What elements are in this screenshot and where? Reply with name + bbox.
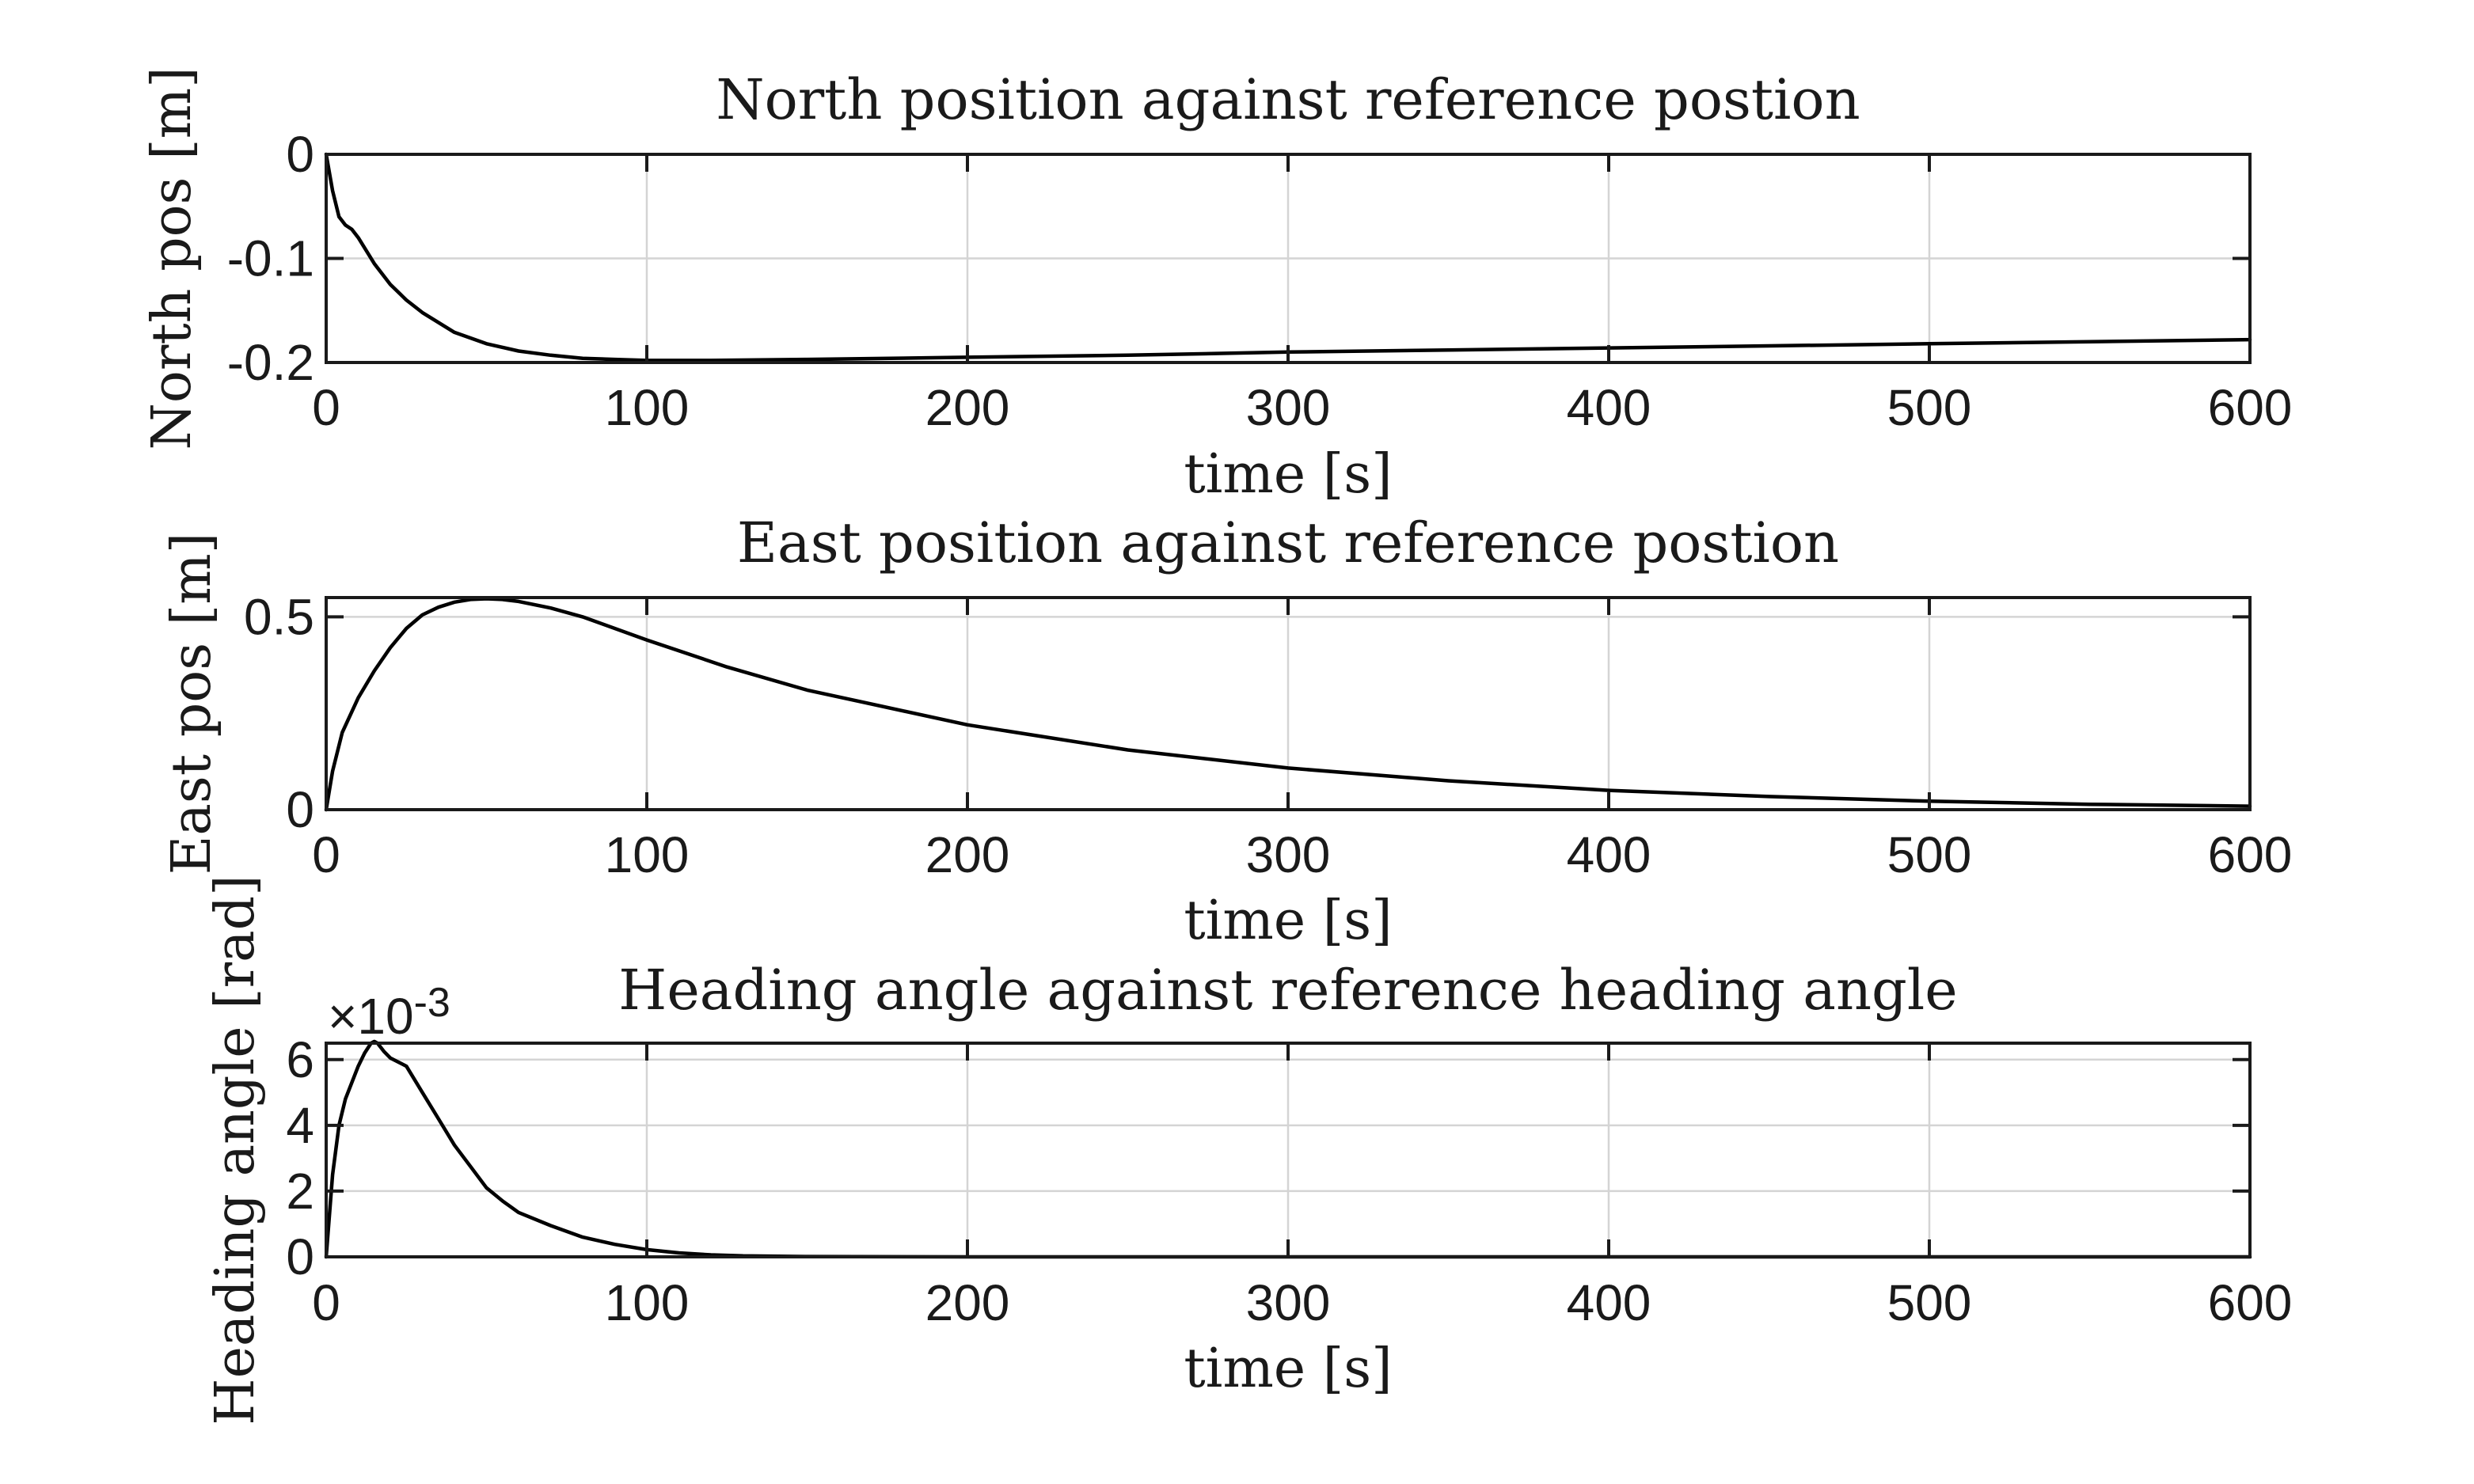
x-tick-label: 600: [2208, 1274, 2293, 1331]
x-tick-label: 300: [1246, 379, 1331, 436]
series-line: [324, 152, 2252, 362]
subplot-3: 0 100 200 300 400 500 600 0 2 4 6×10-3 Heading angl…: [204, 875, 2292, 1425]
y-tick-label: 0: [286, 1228, 314, 1285]
x-tick-label: 300: [1246, 1274, 1331, 1331]
y-tick-label: 0: [286, 126, 314, 183]
y-tick-label: 2: [286, 1163, 314, 1220]
y-exponent-label: ×10-3: [328, 980, 450, 1045]
x-tick-label: 400: [1567, 379, 1651, 436]
y-axis-label: North pos [m]: [141, 66, 203, 450]
y-tick-label: 6: [286, 1031, 314, 1088]
y-exponent-power: -3: [414, 980, 450, 1026]
y-tick-label: -0.2: [227, 334, 314, 391]
x-tick-label: 300: [1246, 826, 1331, 883]
x-tick-label: 500: [1887, 1274, 1972, 1331]
y-tick-label: 0.5: [244, 588, 314, 645]
x-tick-label: 100: [605, 826, 690, 883]
x-tick-label: 500: [1887, 379, 1972, 436]
x-tick-label: 100: [605, 379, 690, 436]
subplot-1: 0 100 200 300 400 500 600 0 -0.1 -0.2 North positi…: [141, 66, 2292, 506]
y-tick-label: 0: [286, 781, 314, 838]
x-tick-label: 600: [2208, 379, 2293, 436]
x-axis-label: time [s]: [1184, 890, 1392, 952]
subplot-2: 0 100 200 300 400 500 600 0.5 0 East position aga…: [161, 510, 2292, 952]
chart-title: North position against reference postion: [716, 67, 1860, 132]
y-tick-label: -0.1: [227, 230, 314, 287]
x-tick-label: 0: [312, 379, 340, 436]
x-tick-label: 200: [925, 1274, 1010, 1331]
x-axis-label: time [s]: [1184, 1338, 1392, 1400]
x-tick-label: 600: [2208, 826, 2293, 883]
chart-title: Heading angle against reference heading …: [618, 958, 1957, 1023]
x-tick-label: 0: [312, 826, 340, 883]
y-axis-label: East pos [m]: [161, 533, 223, 875]
x-axis-label: time [s]: [1184, 443, 1392, 506]
x-tick-label: 400: [1567, 1274, 1651, 1331]
x-tick-label: 100: [605, 1274, 690, 1331]
x-tick-label: 500: [1887, 826, 1972, 883]
y-axis-label: Heading angle [rad]: [204, 875, 267, 1425]
chart-title: East position against reference postion: [737, 510, 1839, 575]
x-tick-label: 400: [1567, 826, 1651, 883]
y-tick-label: 4: [286, 1097, 314, 1154]
x-tick-label: 200: [925, 379, 1010, 436]
x-tick-label: 200: [925, 826, 1010, 883]
series-line: [324, 597, 2252, 812]
x-tick-label: 0: [312, 1274, 340, 1331]
